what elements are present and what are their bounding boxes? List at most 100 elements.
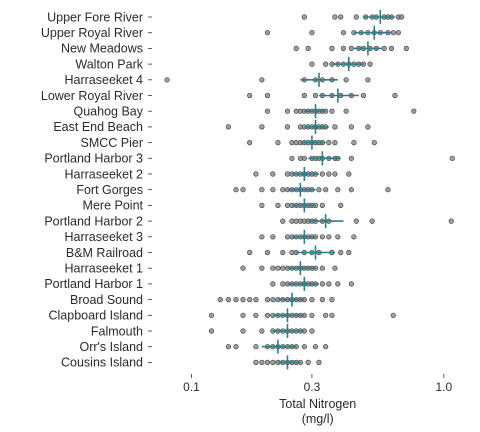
observation-point bbox=[343, 108, 349, 114]
y-tick-label: Upper Fore River bbox=[47, 10, 143, 24]
observation-point bbox=[371, 140, 377, 146]
observation-point bbox=[270, 234, 276, 240]
observation-point bbox=[280, 187, 286, 193]
observation-point bbox=[323, 187, 329, 193]
observation-point bbox=[217, 297, 223, 303]
observation-point bbox=[253, 297, 259, 303]
observation-point bbox=[346, 249, 352, 256]
observation-point bbox=[348, 45, 354, 52]
observation-point bbox=[259, 234, 265, 240]
observation-point bbox=[280, 265, 286, 271]
observation-point bbox=[301, 14, 307, 20]
observation-point bbox=[312, 344, 319, 350]
observation-point bbox=[247, 140, 253, 146]
observation-point bbox=[335, 187, 341, 193]
x-tick-label: 0.1 bbox=[183, 380, 200, 394]
observation-point bbox=[264, 312, 271, 318]
y-tick-label: Harraseeket 4 bbox=[64, 73, 143, 87]
observation-point bbox=[335, 281, 341, 287]
observation-point bbox=[305, 359, 311, 366]
observation-point bbox=[326, 281, 332, 287]
observation-point bbox=[270, 171, 276, 177]
summary-estimates bbox=[261, 10, 395, 370]
observation-point bbox=[348, 281, 354, 287]
observation-point bbox=[332, 140, 338, 146]
observation-point bbox=[332, 171, 338, 177]
observation-point bbox=[343, 77, 349, 83]
observation-point bbox=[280, 218, 286, 224]
observation-point bbox=[305, 45, 311, 52]
observation-point bbox=[351, 140, 357, 146]
observation-point bbox=[323, 61, 329, 67]
observation-point bbox=[259, 187, 265, 193]
observation-point bbox=[301, 155, 307, 161]
y-tick-label: Harraseeket 1 bbox=[64, 262, 143, 276]
y-tick-label: SMCC Pier bbox=[80, 136, 143, 150]
y-tick-label: Broad Sound bbox=[70, 293, 143, 307]
observation-point bbox=[326, 234, 332, 240]
y-axis-ticks bbox=[148, 16, 152, 363]
observation-point bbox=[225, 344, 231, 350]
observation-point bbox=[348, 155, 354, 161]
observation-point bbox=[289, 140, 295, 146]
observation-point bbox=[385, 187, 391, 193]
observation-point bbox=[395, 30, 401, 36]
observation-point bbox=[340, 30, 347, 36]
observation-point bbox=[319, 234, 325, 240]
observation-point bbox=[225, 124, 231, 130]
observation-point bbox=[247, 92, 253, 99]
observation-point bbox=[309, 61, 315, 67]
observation-point bbox=[233, 187, 239, 193]
y-tick-label: Harraseeket 3 bbox=[64, 230, 143, 244]
observation-point bbox=[353, 14, 359, 20]
observation-point bbox=[365, 124, 371, 130]
observation-point bbox=[259, 124, 265, 130]
observation-point bbox=[284, 202, 291, 208]
x-axis-unit: (mg/l) bbox=[302, 412, 334, 426]
y-tick-label: East End Beach bbox=[53, 120, 143, 134]
observation-point bbox=[326, 140, 332, 146]
observation-point bbox=[323, 312, 329, 318]
observation-point bbox=[264, 92, 271, 99]
observation-point bbox=[309, 297, 315, 303]
observation-point bbox=[309, 328, 315, 334]
observation-point bbox=[270, 281, 276, 287]
y-tick-label: Falmouth bbox=[91, 324, 143, 338]
observation-point bbox=[329, 297, 335, 303]
observation-point bbox=[240, 265, 246, 271]
observation-point bbox=[316, 359, 322, 366]
observation-point bbox=[253, 344, 259, 350]
observation-point bbox=[338, 202, 344, 208]
observation-point bbox=[270, 187, 276, 193]
observation-point bbox=[312, 92, 319, 99]
observation-point bbox=[329, 312, 335, 318]
observation-point bbox=[365, 77, 371, 83]
observation-point bbox=[403, 45, 409, 52]
observation-point bbox=[208, 312, 215, 318]
x-tick-label: 1.0 bbox=[436, 380, 453, 394]
x-tick-label: 0.3 bbox=[304, 380, 321, 394]
observation-point bbox=[449, 155, 455, 161]
observation-point bbox=[332, 124, 338, 130]
observation-point bbox=[264, 359, 271, 366]
observation-point bbox=[309, 312, 315, 318]
observation-point bbox=[301, 92, 307, 99]
observation-point bbox=[233, 344, 239, 350]
observation-point bbox=[284, 108, 291, 114]
observation-point bbox=[390, 312, 396, 318]
observation-point bbox=[319, 171, 325, 177]
observation-point bbox=[240, 187, 246, 193]
observation-point bbox=[369, 218, 375, 224]
observation-point bbox=[340, 45, 347, 52]
observation-point bbox=[381, 45, 387, 52]
observation-point bbox=[348, 187, 354, 193]
observation-point bbox=[309, 30, 315, 36]
observation-point bbox=[259, 359, 265, 366]
observation-point bbox=[323, 344, 329, 350]
observation-point bbox=[225, 297, 231, 303]
observation-point bbox=[240, 297, 246, 303]
y-tick-label: Lower Royal River bbox=[41, 89, 143, 103]
observation-point bbox=[332, 14, 338, 20]
